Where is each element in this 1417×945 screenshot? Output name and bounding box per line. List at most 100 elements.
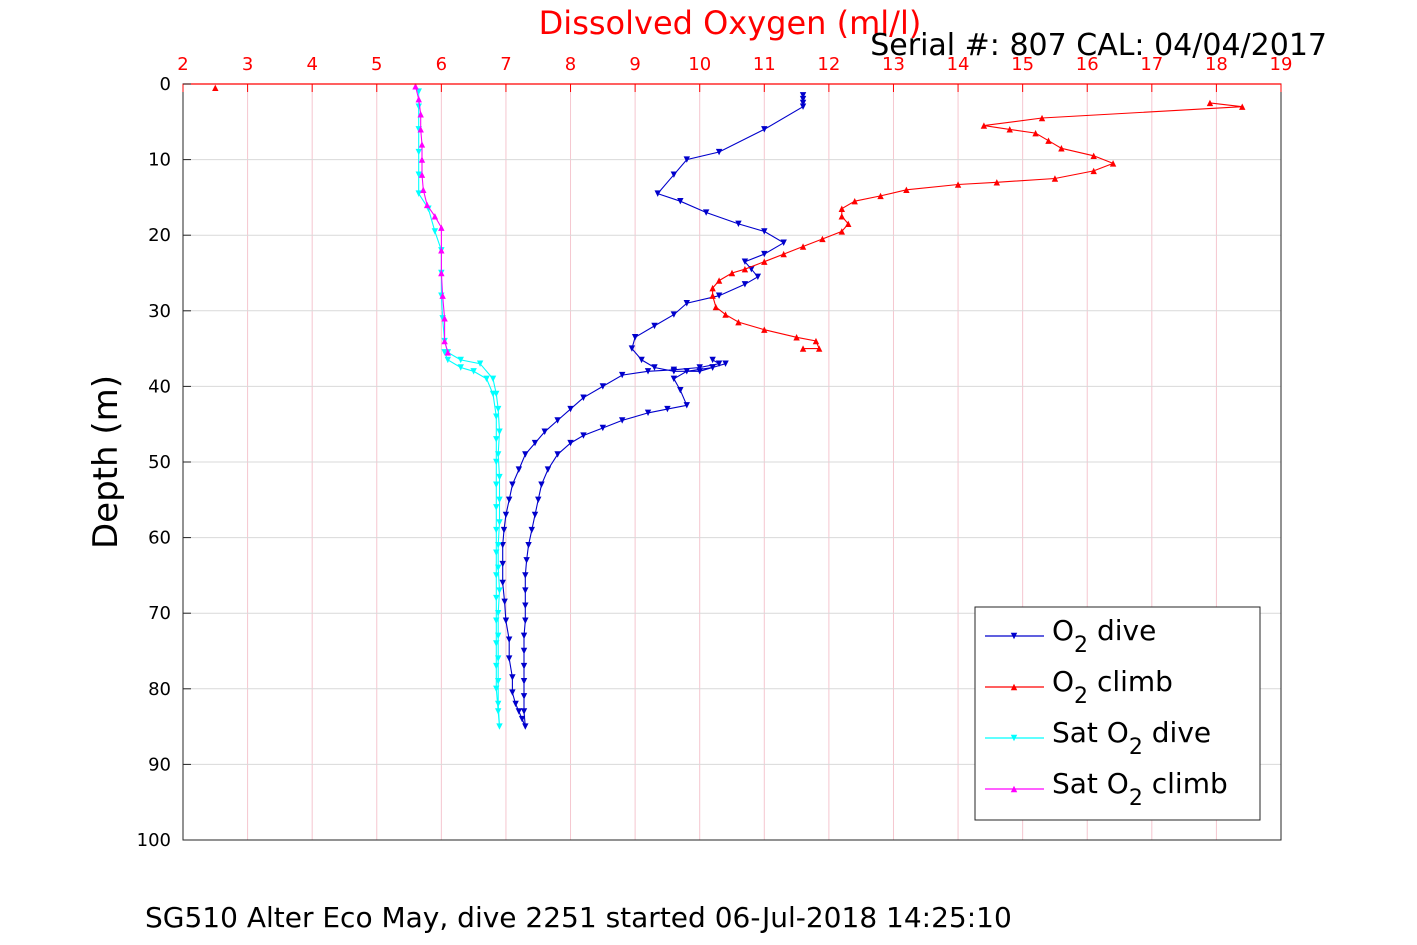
marker-sat_dive: [415, 103, 422, 110]
y-tick-label: 20: [148, 225, 171, 246]
marker-sat_dive: [493, 436, 500, 443]
marker-sat_climb: [444, 349, 452, 356]
marker-o2_dive: [670, 311, 678, 318]
legend-label-main: O: [1052, 665, 1074, 698]
x-axis-ticks: 2 3 4 5 6 7 8 9 10 11 12 13 14 15 16 17 18 19: [177, 54, 1292, 92]
marker-o2_dive: [741, 281, 749, 288]
marker-o2_dive: [664, 405, 671, 413]
marker-o2_dive: [631, 334, 639, 341]
marker-o2_dive: [509, 674, 516, 681]
serial-label: Serial #: 807 CAL: 04/04/2017: [870, 28, 1327, 63]
marker-sat_dive: [494, 632, 502, 640]
legend-marker: [1010, 785, 1018, 793]
marker-o2_dive: [509, 689, 516, 696]
marker-o2_climb: [212, 84, 219, 91]
marker-o2_dive: [761, 228, 768, 235]
marker-sat_climb: [418, 171, 426, 178]
marker-sat_dive: [496, 428, 503, 435]
marker-sat_dive: [493, 526, 500, 534]
marker-sat_dive: [493, 413, 500, 420]
marker-o2_climb: [819, 235, 826, 243]
marker-sat_climb: [423, 201, 431, 209]
marker-sat_dive: [470, 368, 477, 375]
marker-o2_dive: [567, 439, 574, 447]
x-tick-label: 16: [1076, 54, 1099, 75]
y-axis-label: Depth (m): [86, 375, 126, 549]
marker-o2_dive: [499, 579, 506, 587]
marker-sat_dive: [444, 356, 452, 364]
marker-o2_climb: [1239, 103, 1246, 110]
legend-label-subscript: 2: [1074, 684, 1088, 709]
y-tick-label: 10: [148, 150, 171, 171]
legend-label-main: Sat O: [1052, 767, 1129, 800]
marker-o2_climb: [954, 181, 962, 188]
marker-sat_climb: [439, 292, 446, 299]
marker-o2_dive: [580, 432, 587, 439]
marker-sat_climb: [418, 156, 426, 163]
marker-o2_dive: [644, 409, 652, 417]
marker-o2_dive: [520, 708, 528, 715]
x-tick-label: 8: [565, 54, 576, 75]
marker-o2_climb: [735, 318, 742, 326]
marker-sat_climb: [420, 186, 427, 194]
marker-o2_dive: [799, 95, 807, 103]
y-tick-label: 100: [137, 830, 171, 851]
x-tick-label: 12: [817, 54, 840, 75]
marker-sat_dive: [494, 610, 502, 617]
x-tick-label: 4: [306, 54, 317, 75]
marker-o2_dive: [619, 371, 626, 379]
marker-o2_dive: [512, 700, 519, 708]
marker-o2_climb: [793, 334, 800, 341]
marker-o2_climb: [1109, 160, 1117, 167]
marker-o2_dive: [638, 356, 645, 364]
marker-o2_dive: [520, 632, 528, 640]
marker-o2_dive: [709, 364, 716, 371]
marker-sat_climb: [431, 213, 439, 220]
marker-o2_dive: [520, 662, 528, 670]
marker-sat_climb: [417, 126, 424, 133]
marker-sat_dive: [493, 685, 500, 692]
marker-sat_dive: [493, 504, 500, 511]
marker-o2_dive: [799, 103, 807, 110]
marker-o2_dive: [522, 587, 529, 594]
marker-o2_dive: [677, 386, 684, 394]
marker-sat_dive: [415, 171, 422, 178]
x-tick-label: 10: [688, 54, 711, 75]
marker-o2_dive: [499, 560, 506, 568]
x-tick-label: 2: [177, 54, 188, 75]
x-tick-label: 17: [1140, 54, 1163, 75]
marker-sat_dive: [496, 496, 503, 503]
marker-o2_dive: [715, 360, 723, 367]
marker-o2_climb: [1051, 175, 1059, 182]
marker-sat_dive: [489, 375, 497, 383]
marker-o2_climb: [877, 192, 884, 200]
marker-o2_dive: [541, 428, 548, 435]
marker-sat_dive: [457, 364, 464, 371]
marker-sat_dive: [493, 458, 500, 466]
marker-o2_dive: [696, 368, 703, 375]
marker-sat_dive: [496, 519, 503, 526]
marker-sat_dive: [483, 375, 490, 383]
marker-o2_dive: [799, 92, 807, 99]
legend-marker: [1010, 734, 1018, 742]
marker-o2_climb: [1090, 152, 1097, 160]
marker-o2_dive: [651, 322, 658, 330]
marker-sat_dive: [494, 708, 502, 715]
marker-o2_dive: [628, 345, 636, 352]
marker-o2_climb: [815, 345, 823, 352]
marker-sat_dive: [494, 700, 502, 708]
marker-o2_dive: [505, 636, 513, 643]
marker-o2_dive: [670, 375, 678, 383]
marker-sat_dive: [494, 655, 502, 662]
legend-entry-o2_dive: O2 dive: [985, 614, 1156, 658]
marker-o2_climb: [780, 250, 787, 258]
marker-o2_dive: [523, 557, 530, 564]
marker-sat_dive: [489, 390, 497, 398]
x-tick-label: 9: [629, 54, 640, 75]
marker-o2_dive: [522, 617, 529, 624]
legend-marker: [1010, 632, 1018, 640]
x-tick-label: 19: [1270, 54, 1293, 75]
marker-o2_climb: [722, 311, 729, 318]
marker-o2_dive: [531, 439, 539, 447]
marker-o2_dive: [651, 364, 658, 371]
